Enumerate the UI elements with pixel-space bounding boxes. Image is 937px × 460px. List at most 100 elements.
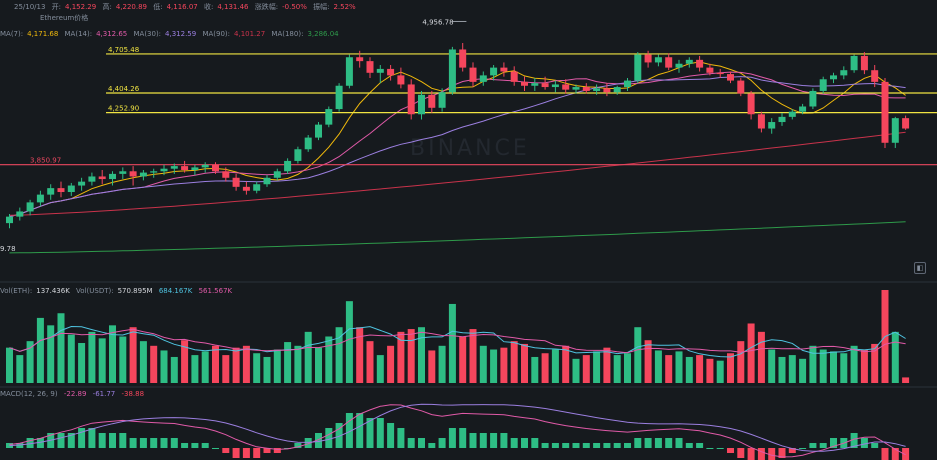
volume-bar — [737, 341, 745, 383]
ma7-value: 4,171.68 — [27, 30, 59, 38]
candle-body — [706, 67, 714, 73]
chart-settings-icon[interactable]: ◧ — [914, 262, 926, 274]
candle-body — [624, 80, 631, 88]
volume-bar — [191, 355, 199, 383]
macd-hist-bar — [531, 438, 539, 448]
macd-hist-bar — [696, 443, 704, 448]
candle-body — [500, 67, 508, 72]
volume-bar — [222, 355, 230, 383]
macd-dif-line — [9, 404, 906, 458]
macd-hist-bar — [716, 448, 724, 449]
volume-legend: Vol(ETH): 137.436K Vol(USDT): 570.895M 684… — [0, 287, 233, 295]
open-value: 4,152.29 — [65, 3, 97, 11]
macd-hist-bar — [36, 438, 44, 448]
volume-bar — [654, 350, 662, 383]
macd-hist-value: -38.88 — [121, 390, 145, 398]
candle-body — [881, 81, 889, 143]
volume-bar — [830, 351, 837, 383]
volume-bar — [181, 340, 189, 383]
macd-hist-bar — [263, 448, 271, 453]
macd-hist-bar — [67, 433, 75, 448]
macd-hist-bar — [654, 438, 662, 448]
macd-hist-bar — [778, 448, 786, 458]
macd-hist-bar — [479, 433, 487, 448]
volume-bar — [665, 355, 673, 383]
vol-ma2-value: 561.567K — [198, 287, 233, 295]
macd-hist-bar — [510, 438, 518, 448]
macd-hist-bar — [747, 448, 755, 460]
macd-hist-bar — [521, 438, 528, 448]
candle-body — [407, 84, 415, 115]
volume-bar — [799, 358, 807, 383]
volume-bar — [768, 349, 776, 383]
volume-bar — [160, 350, 168, 383]
date-label: 25/10/13 — [14, 3, 46, 11]
macd-hist-bar — [160, 438, 168, 448]
volume-bar — [572, 358, 580, 383]
volume-bar — [727, 353, 734, 383]
candle-body — [98, 176, 106, 180]
macd-hist-bar — [88, 428, 96, 448]
macd-hist-bar — [469, 433, 477, 448]
macd-hist-bar — [366, 418, 374, 448]
candle-body — [47, 188, 55, 195]
candle-body — [459, 49, 467, 68]
candle-body — [242, 186, 250, 191]
volume-bar — [428, 350, 436, 383]
volume-bar — [150, 345, 158, 383]
volume-bar — [397, 331, 405, 383]
macd-hist-bar — [98, 433, 106, 448]
volume-bar — [119, 336, 127, 383]
candle-body — [201, 164, 209, 168]
ma180-line — [9, 221, 906, 254]
macd-hist-bar — [644, 438, 652, 448]
volume-bar — [325, 336, 333, 383]
ma14-value: 4,312.65 — [96, 30, 128, 38]
candle-body — [263, 177, 271, 185]
volume-bar — [500, 347, 508, 383]
instrument-name: Ethereum价格 — [40, 14, 89, 22]
macd-legend: MACD(12, 26, 9) -22.89 -61.77 -38.88 — [0, 389, 148, 399]
macd-hist-bar — [78, 428, 86, 448]
volume-bar — [366, 341, 374, 383]
volume-bar — [757, 331, 765, 383]
macd-hist-bar — [294, 443, 302, 448]
volume-bar — [716, 360, 724, 383]
macd-hist-bar — [448, 428, 456, 448]
volume-bar — [613, 355, 621, 383]
macd-hist-bar — [624, 443, 631, 448]
macd-hist-bar — [191, 443, 199, 448]
candle-body — [654, 57, 662, 63]
volume-bar — [356, 327, 364, 383]
volume-bar — [129, 327, 137, 383]
macd-hist-bar — [335, 423, 343, 448]
macd-hist-bar — [407, 438, 415, 448]
candle-body — [376, 68, 384, 73]
macd-hist-bar — [850, 433, 858, 448]
candle-body — [284, 160, 292, 172]
macd-dif-value: -22.89 — [63, 390, 87, 398]
volume-bar — [139, 341, 147, 383]
volume-bar — [541, 353, 549, 383]
macd-hist-bar — [541, 443, 549, 448]
candle-body — [572, 87, 580, 90]
macd-hist-bar — [428, 443, 436, 448]
volume-bar — [67, 334, 75, 383]
hline-label: 3,850.97 — [30, 157, 61, 165]
candle-body — [88, 176, 96, 182]
macd-hist-bar — [387, 423, 395, 448]
candle-body — [799, 106, 807, 112]
volume-bar — [284, 342, 292, 383]
candle-body — [26, 202, 34, 212]
candle-body — [294, 149, 302, 161]
candle-body — [160, 168, 168, 172]
volume-bar — [78, 343, 86, 383]
macd-hist-bar — [376, 418, 384, 448]
candle-body — [562, 84, 570, 90]
volume-bar — [418, 327, 425, 383]
macd-hist-bar — [253, 448, 261, 458]
candle-body — [170, 166, 178, 169]
candle-body — [778, 116, 786, 123]
volume-bar — [624, 353, 631, 383]
